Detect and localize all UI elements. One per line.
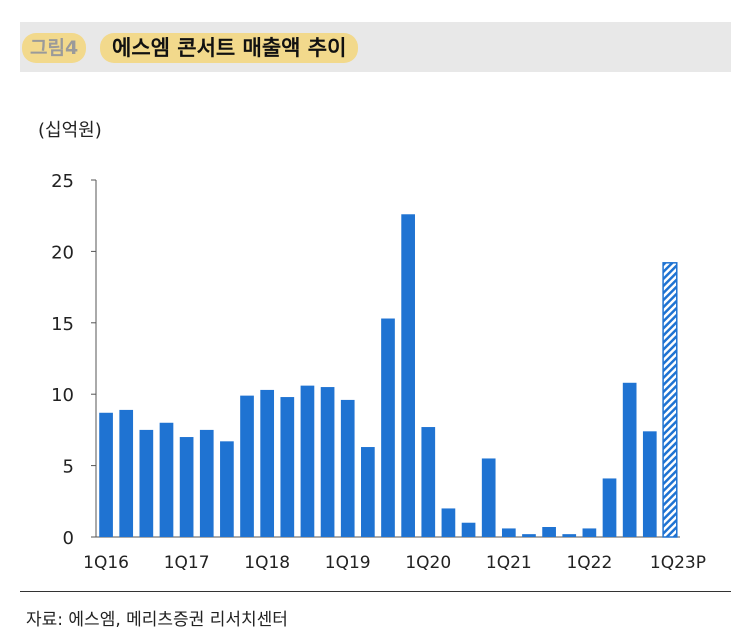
y-tick-label: 10 (51, 385, 74, 406)
bar (421, 427, 436, 537)
x-tick-label: 1Q22 (566, 553, 612, 573)
bar (159, 422, 174, 537)
bar (461, 522, 476, 537)
y-tick-label: 5 (63, 457, 74, 478)
figure-tag: 그림4 (22, 33, 87, 63)
bar-chart: 0 5 10 15 20 25 1Q16 1Q17 1Q18 1Q19 1Q20 1Q21 1Q22 1Q… (51, 171, 706, 573)
bar (642, 431, 657, 537)
bar (441, 508, 456, 537)
x-tick-label: 1Q19 (325, 553, 371, 573)
x-tick-label: 1Q21 (486, 553, 532, 573)
bar (260, 389, 275, 537)
x-tick-label: 1Q20 (405, 553, 451, 573)
bar (300, 385, 315, 537)
bar (522, 534, 536, 537)
bar (99, 412, 113, 537)
bar (199, 429, 214, 537)
chart-title: 에스엠 콘서트 매출액 추이 (100, 33, 359, 63)
y-tick-label: 25 (51, 171, 74, 192)
bar (562, 534, 577, 537)
x-tick-label: 1Q17 (164, 553, 210, 573)
x-tick-label: 1Q23P (650, 553, 706, 573)
bar (401, 214, 415, 537)
bar-estimate (662, 262, 678, 538)
bar (361, 447, 375, 537)
source-note: 자료: 에스엠, 메리츠증권 리서치센터 (26, 610, 288, 630)
y-tick-label: 0 (63, 528, 74, 549)
bar (179, 437, 194, 537)
bar (622, 382, 637, 537)
bar (220, 441, 234, 537)
y-tick-label: 20 (51, 242, 74, 263)
bar (582, 528, 597, 537)
bar (602, 478, 617, 537)
bar (481, 458, 496, 537)
bar (381, 318, 395, 537)
bar (240, 395, 254, 537)
y-tick-label: 15 (51, 314, 74, 335)
x-tick-label: 1Q16 (83, 553, 129, 573)
bar (542, 527, 556, 537)
source-divider (20, 591, 731, 592)
bar (139, 429, 154, 537)
bar (119, 409, 134, 537)
bar (501, 528, 516, 537)
bar (320, 387, 335, 537)
bar (280, 397, 295, 537)
x-tick-label: 1Q18 (244, 553, 290, 573)
bar (340, 399, 355, 537)
y-axis-unit-label: (십억원) (38, 120, 102, 141)
